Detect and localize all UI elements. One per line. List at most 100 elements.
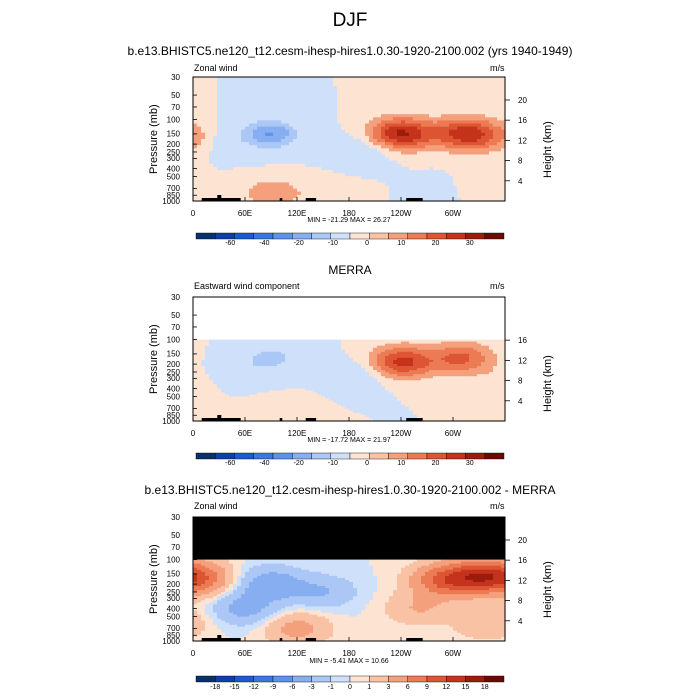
pressure-tick-label: 30 bbox=[171, 73, 180, 82]
longitude-tick-label: 120E bbox=[288, 649, 307, 658]
panel-3-colorbar-labels: -18 -15 -12 -9 -6 -3 -1 0 1 3 6 9 12 15 18 bbox=[196, 684, 504, 694]
colorbar-swatch bbox=[446, 675, 466, 683]
pressure-tick-label: 1000 bbox=[162, 637, 180, 646]
colorbar-label: 1 bbox=[367, 684, 372, 691]
pressure-tick-label: 250 bbox=[167, 148, 181, 157]
height-tick-label: 12 bbox=[518, 356, 527, 365]
topography-bar bbox=[201, 638, 219, 641]
pressure-tick-label: 400 bbox=[167, 384, 181, 393]
pressure-tick-label: 300 bbox=[167, 374, 181, 383]
pressure-tick-label: 30 bbox=[171, 293, 180, 302]
pressure-tick-label: 50 bbox=[171, 531, 180, 540]
colorbar-label: 18 bbox=[480, 684, 489, 691]
colorbar-label: 12 bbox=[442, 684, 451, 691]
panel-3-title: b.e13.BHISTC5.ne120_t12.cesm-ihesp-hires… bbox=[144, 483, 556, 497]
longitude-tick-label: 120E bbox=[288, 209, 307, 218]
longitude-tick-label: 120W bbox=[391, 429, 412, 438]
pressure-tick-label: 400 bbox=[167, 604, 181, 613]
colorbar-swatch bbox=[465, 675, 485, 683]
panel-2-colorbar-labels: -60 -40 -20 -10 0 10 20 30 bbox=[196, 460, 504, 470]
colorbar-label: -15 bbox=[229, 684, 240, 691]
colorbar-swatch bbox=[349, 675, 370, 683]
pressure-tick-label: 200 bbox=[167, 360, 181, 369]
longitude-tick-label: 180 bbox=[342, 429, 356, 438]
height-tick-label: 16 bbox=[518, 336, 527, 345]
colorbar-swatch bbox=[484, 675, 505, 683]
longitude-tick-label: 180 bbox=[342, 209, 356, 218]
colorbar-swatch bbox=[369, 675, 389, 683]
pressure-tick-label: 850 bbox=[167, 411, 181, 420]
pressure-tick-label: 200 bbox=[167, 140, 181, 149]
colorbar-swatch bbox=[311, 675, 331, 683]
topography-bar bbox=[305, 198, 317, 201]
pressure-tick-label: 700 bbox=[167, 404, 181, 413]
panel-3-stats: MIN = -5.41 MAX = 10.66 bbox=[309, 658, 389, 665]
longitude-tick-label: 120W bbox=[391, 649, 412, 658]
topography-bar bbox=[201, 198, 219, 201]
colorbar-swatch bbox=[215, 675, 235, 683]
pressure-tick-label: 500 bbox=[167, 172, 181, 181]
panel-2-stats: MIN = -17.72 MAX = 21.97 bbox=[307, 437, 391, 444]
topography-bar bbox=[217, 635, 222, 641]
colorbar-swatch bbox=[272, 675, 293, 683]
height-tick-label: 4 bbox=[518, 177, 523, 186]
panel-2-right-string: m/s bbox=[490, 281, 505, 291]
topography-bar bbox=[406, 198, 423, 201]
height-tick-label: 16 bbox=[518, 556, 527, 565]
colorbar-label: 6 bbox=[405, 684, 410, 691]
longitude-tick-label: 0 bbox=[191, 209, 196, 218]
colorbar-label: 0 bbox=[365, 240, 370, 247]
longitude-tick-label: 120E bbox=[288, 429, 307, 438]
topography-bar bbox=[217, 195, 222, 201]
panel-2-left-string: Eastward wind component bbox=[194, 281, 300, 291]
colorbar-label: -20 bbox=[293, 460, 304, 467]
colorbar-swatch bbox=[484, 232, 505, 240]
pressure-tick-label: 50 bbox=[171, 311, 180, 320]
panel-3-left-string: Zonal wind bbox=[194, 501, 238, 511]
longitude-tick-label: 180 bbox=[342, 649, 356, 658]
height-tick-label: 12 bbox=[518, 576, 527, 585]
panel-1-colorbar-labels: -60 -40 -20 -10 0 10 20 30 bbox=[196, 240, 504, 250]
longitude-tick-label: 60W bbox=[445, 429, 462, 438]
pressure-tick-label: 150 bbox=[167, 350, 181, 359]
pressure-tick-label: 500 bbox=[167, 392, 181, 401]
colorbar-label: 0 bbox=[365, 460, 370, 467]
missing-data-region bbox=[193, 517, 505, 560]
colorbar-label: -20 bbox=[293, 240, 304, 247]
colorbar-label: 30 bbox=[465, 460, 474, 467]
colorbar-label: 3 bbox=[386, 684, 391, 691]
panel-3-field bbox=[193, 559, 506, 642]
colorbar-swatch bbox=[407, 675, 428, 683]
topography-bar bbox=[305, 418, 317, 421]
pressure-tick-label: 1000 bbox=[162, 197, 180, 206]
colorbar-label: 15 bbox=[461, 684, 470, 691]
pressure-tick-label: 300 bbox=[167, 594, 181, 603]
topography-bar bbox=[279, 198, 283, 201]
topography-bar bbox=[279, 638, 283, 641]
pressure-tick-label: 500 bbox=[167, 612, 181, 621]
longitude-tick-label: 0 bbox=[191, 429, 196, 438]
colorbar-label: -10 bbox=[327, 240, 338, 247]
pressure-tick-label: 1000 bbox=[162, 417, 180, 426]
panel-1-plot: 3050701001502002503004005007008501000481… bbox=[162, 73, 527, 240]
pressure-tick-label: 70 bbox=[171, 103, 180, 112]
colorbar-swatch bbox=[484, 452, 505, 460]
colorbar-label: 10 bbox=[397, 240, 406, 247]
height-tick-label: 16 bbox=[518, 116, 527, 125]
height-tick-label: 8 bbox=[518, 597, 523, 606]
height-tick-label: 20 bbox=[518, 96, 527, 105]
topography-bar bbox=[212, 418, 241, 421]
panel-2-title: MERRA bbox=[328, 263, 372, 277]
panel-2-field bbox=[193, 339, 506, 422]
pressure-tick-label: 100 bbox=[167, 555, 181, 564]
height-tick-label: 4 bbox=[518, 397, 523, 406]
pressure-tick-label: 150 bbox=[167, 570, 181, 579]
pressure-tick-label: 850 bbox=[167, 191, 181, 200]
colorbar-label: 20 bbox=[431, 460, 440, 467]
colorbar-label: -40 bbox=[259, 460, 270, 467]
panel-1-right-string: m/s bbox=[490, 63, 505, 73]
colorbar-label: -60 bbox=[225, 460, 236, 467]
longitude-tick-label: 60E bbox=[238, 209, 252, 218]
colorbar-label: 20 bbox=[431, 240, 440, 247]
pressure-tick-label: 700 bbox=[167, 624, 181, 633]
